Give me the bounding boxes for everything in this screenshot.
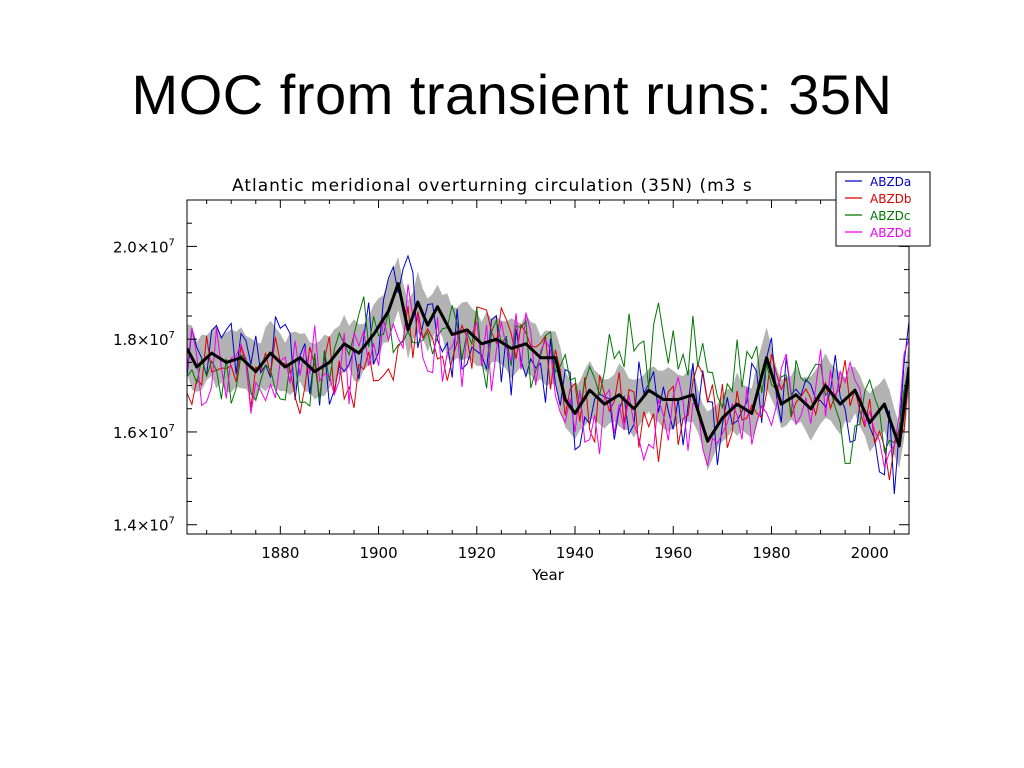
legend-box [835,171,931,247]
y-tick-label: 1.8×107 [113,330,175,349]
legend-label-abzdd: ABZDd [870,226,912,240]
y-tick-label: 1.4×107 [113,516,175,535]
x-tick-label: 2000 [851,544,889,562]
series-line-abzdc [187,296,909,464]
legend-label-abzdb: ABZDb [870,192,912,206]
x-tick-label: 1920 [458,544,496,562]
slide-title: MOC from transient runs: 35N [131,63,893,126]
legend-label-abzda: ABZDa [870,175,911,189]
x-tick-label: 1880 [261,544,299,562]
x-tick-label: 1900 [359,544,397,562]
y-tick-label: 2.0×107 [113,237,175,256]
x-tick-label: 1940 [556,544,594,562]
x-tick-label: 1960 [654,544,692,562]
x-axis-label: Year [531,566,565,584]
legend-label-abzdc: ABZDc [870,209,911,223]
plot-frame [186,199,910,535]
series-line-abzdd [187,284,909,468]
legend: ABZDa ABZDb ABZDc ABZDd [835,171,931,247]
x-tick-label: 1980 [752,544,790,562]
chart-title: Atlantic meridional overturning circulat… [232,176,753,196]
y-tick-label: 1.6×107 [113,423,175,442]
ensemble-mean-line [187,282,909,448]
